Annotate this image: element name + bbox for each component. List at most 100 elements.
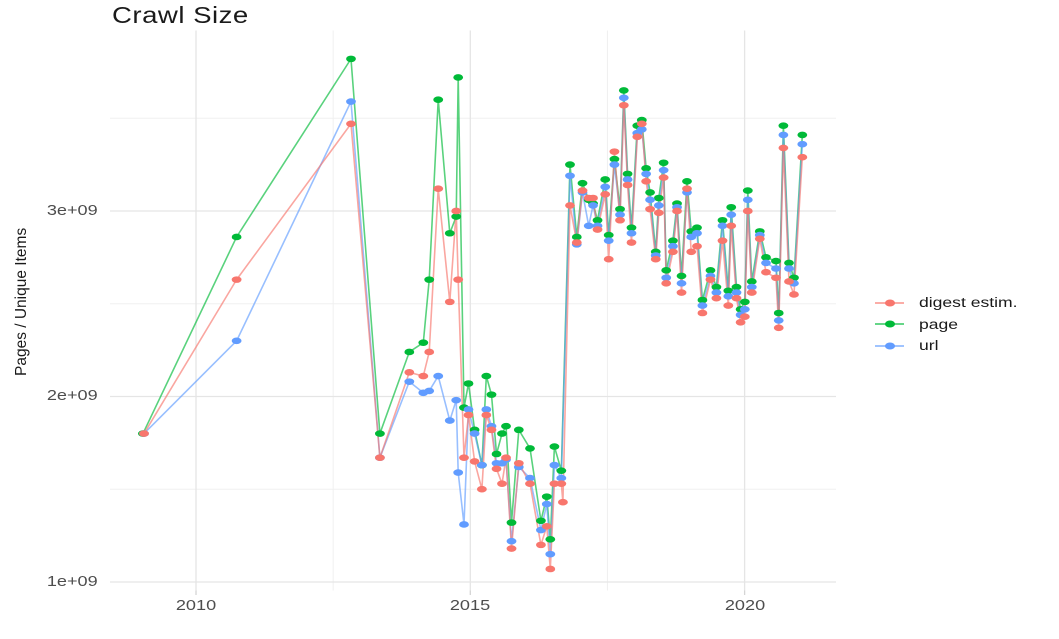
series-line-digest — [143, 104, 804, 570]
point-url — [541, 500, 552, 508]
legend-label: url — [919, 338, 939, 354]
point-digest — [451, 207, 462, 215]
point-digest — [632, 133, 643, 141]
point-digest — [773, 324, 784, 332]
point-digest — [231, 276, 242, 283]
point-page — [592, 216, 603, 224]
point-url — [784, 265, 794, 272]
point-digest — [653, 209, 664, 217]
x-tick-label: 2020 — [724, 598, 765, 614]
point-page — [497, 430, 507, 437]
point-digest — [513, 459, 524, 467]
point-url — [481, 406, 492, 413]
point-digest — [459, 454, 469, 461]
point-digest — [491, 465, 502, 473]
point-page — [609, 155, 620, 163]
point-page — [231, 233, 242, 241]
point-digest — [536, 541, 546, 549]
point-url — [626, 229, 637, 237]
point-url — [476, 461, 487, 469]
point-digest — [469, 458, 480, 465]
point-page — [711, 283, 722, 291]
point-page — [501, 422, 511, 430]
point-page — [622, 170, 633, 178]
point-digest — [650, 255, 661, 263]
point-page — [491, 450, 502, 458]
point-page — [424, 276, 435, 283]
legend-key-dot — [884, 299, 895, 307]
point-url — [697, 302, 708, 309]
point-digest — [476, 485, 487, 493]
point-page — [717, 216, 728, 224]
point-page — [486, 391, 497, 398]
point-digest — [645, 205, 655, 213]
point-page — [682, 178, 692, 185]
legend-key-page — [874, 317, 905, 331]
point-digest — [433, 185, 444, 193]
point-digest — [746, 289, 757, 296]
point-url — [773, 317, 784, 324]
point-page — [645, 189, 655, 196]
series-line-url — [143, 97, 804, 555]
point-page — [784, 259, 794, 267]
point-url — [588, 202, 598, 209]
point-page — [746, 278, 757, 285]
point-digest — [588, 194, 598, 202]
point-digest — [711, 294, 722, 302]
legend-key-digest — [874, 296, 905, 310]
point-digest — [481, 411, 492, 419]
point-digest — [506, 545, 517, 552]
point-url — [469, 430, 480, 437]
point-page — [731, 283, 742, 291]
point-url — [711, 289, 722, 296]
point-digest — [375, 454, 385, 461]
point-page — [692, 224, 702, 231]
point-url — [404, 378, 415, 385]
point-digest — [661, 280, 672, 287]
point-digest — [501, 454, 511, 461]
legend-item-url: url — [874, 335, 995, 357]
legend-key-dot — [884, 342, 895, 350]
point-url — [433, 372, 444, 380]
point-page — [797, 131, 808, 139]
point-digest — [404, 369, 415, 376]
point-digest — [636, 120, 647, 128]
point-page — [571, 233, 582, 241]
point-url — [565, 172, 575, 180]
point-page — [444, 229, 455, 237]
plot-title: Crawl Size — [112, 2, 249, 28]
point-digest — [453, 276, 464, 283]
legend-item-page: page — [874, 314, 995, 336]
point-url — [459, 521, 469, 528]
point-page — [536, 517, 546, 525]
point-digest — [577, 187, 588, 194]
point-digest — [549, 480, 560, 487]
point-digest — [658, 174, 669, 181]
point-url — [545, 550, 556, 558]
point-digest — [641, 178, 652, 185]
point-url — [424, 387, 435, 395]
point-page — [773, 309, 784, 317]
point-digest — [558, 498, 568, 506]
point-digest — [761, 268, 771, 276]
point-url — [692, 229, 702, 237]
point-page — [453, 74, 464, 81]
point-url — [451, 396, 462, 404]
point-url — [615, 211, 625, 218]
point-page — [653, 194, 664, 202]
point-page — [565, 161, 575, 168]
point-page — [463, 380, 474, 387]
point-url — [739, 305, 750, 313]
point-url — [731, 289, 742, 296]
point-page — [676, 272, 687, 280]
point-digest — [754, 235, 765, 243]
point-digest — [705, 276, 716, 283]
point-digest — [603, 255, 614, 263]
point-url — [653, 202, 664, 209]
point-url — [723, 293, 734, 300]
point-page — [723, 287, 734, 295]
point-url — [556, 474, 567, 482]
point-url — [583, 222, 594, 230]
